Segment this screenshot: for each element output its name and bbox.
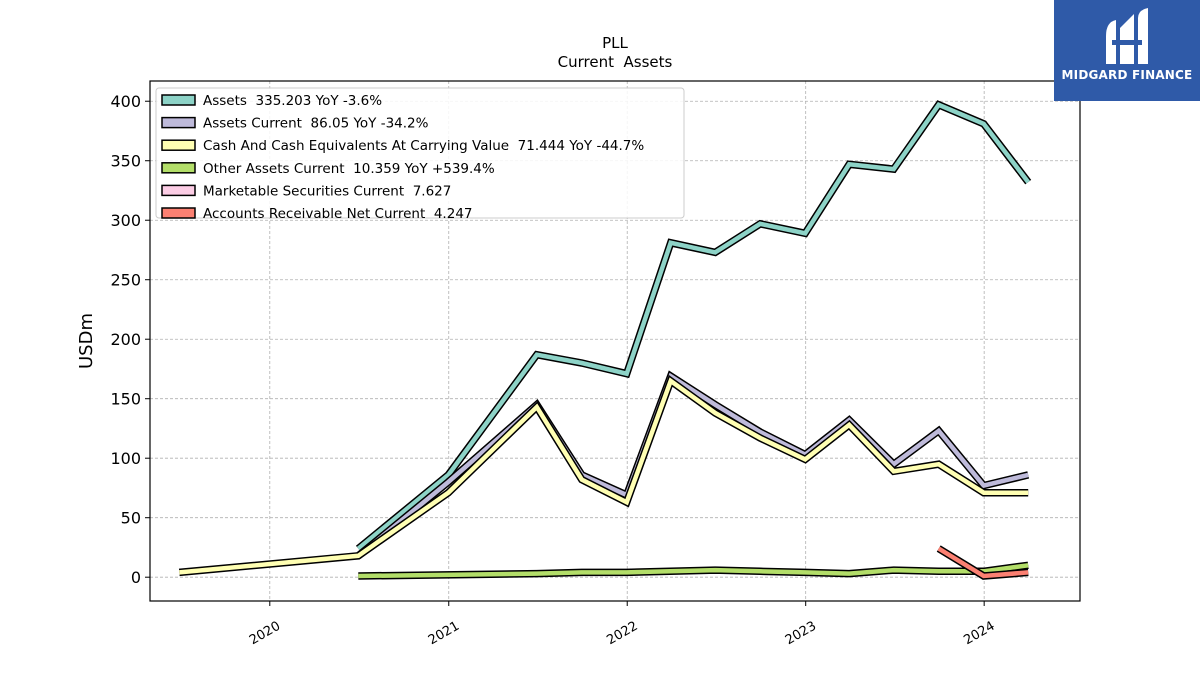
brand-name: MIDGARD FINANCE	[1061, 68, 1193, 82]
plot-frame	[149, 80, 1081, 602]
brand-logo: MIDGARD FINANCE	[1054, 0, 1200, 101]
legend-label: Assets Current 86.05 YoY -34.2%	[203, 116, 429, 132]
series-3-line	[358, 563, 1029, 579]
x-axis: 2020 2021 2022 2023 2024	[247, 601, 997, 649]
legend-label: Cash And Cash Equivalents At Carrying Va…	[203, 138, 644, 154]
brand-mark-icon	[1106, 8, 1148, 64]
legend-swatch	[161, 94, 196, 106]
legend-swatch	[161, 116, 196, 129]
y-tick-label: 350	[110, 152, 141, 171]
y-axis: 0 50 100 150 200 250 300 350 400	[110, 92, 150, 587]
series-5-line	[937, 546, 1029, 579]
legend-label: Assets 335.203 YoY -3.6%	[203, 93, 382, 109]
series-2-line	[179, 377, 1029, 575]
y-tick-label: 0	[131, 568, 141, 587]
x-tick-label: 2024	[961, 619, 997, 649]
series-layer	[178, 100, 1032, 580]
series-2-outline	[178, 374, 1029, 577]
legend-swatch	[161, 162, 196, 174]
x-tick-label: 2020	[247, 619, 283, 649]
y-tick-label: 400	[110, 92, 141, 111]
legend: Assets 335.203 YoY -3.6% Assets Current 8…	[155, 87, 685, 222]
y-tick-label: 150	[110, 390, 141, 409]
x-tick-label: 2022	[604, 619, 640, 649]
chart-subtitle: Current Assets	[558, 53, 673, 71]
legend-label: Other Assets Current 10.359 YoY +539.4%	[203, 161, 495, 177]
legend-frame	[155, 87, 685, 219]
legend-swatch	[161, 139, 196, 151]
y-axis-label: USDm	[76, 313, 97, 369]
legend-label: Accounts Receivable Net Current 4.247	[203, 206, 473, 222]
x-tick-label: 2021	[426, 619, 462, 649]
series-0-line	[356, 102, 1030, 551]
y-tick-label: 50	[121, 509, 141, 528]
y-tick-label: 250	[110, 271, 141, 290]
y-tick-label: 300	[110, 211, 141, 230]
y-tick-label: 100	[110, 449, 141, 468]
legend-swatch	[161, 207, 196, 219]
x-tick-label: 2023	[783, 619, 819, 649]
legend-swatch	[161, 184, 196, 197]
legend-label: Marketable Securities Current 7.627	[203, 183, 451, 199]
chart-title: PLL	[602, 34, 628, 52]
y-tick-label: 200	[110, 330, 141, 349]
